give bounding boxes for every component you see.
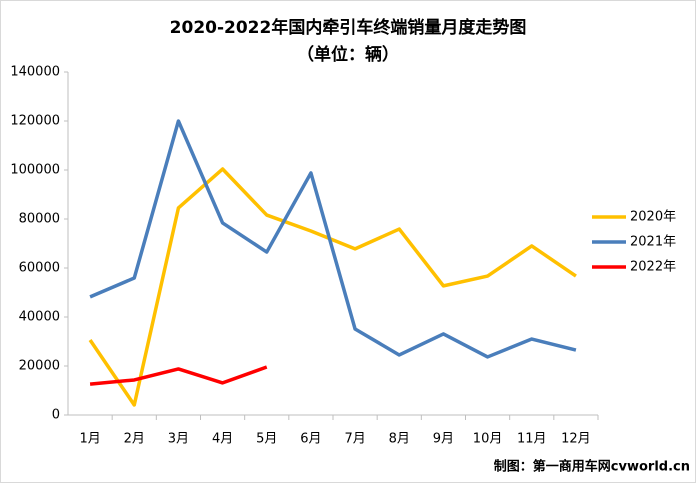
x-tick-label: 11月 <box>517 432 547 447</box>
legend-label: 2022年 <box>630 260 676 275</box>
y-tick-label: 140000 <box>10 65 60 80</box>
x-tick-label: 3月 <box>168 432 189 447</box>
y-tick-label: 0 <box>52 408 60 423</box>
y-tick-label: 120000 <box>10 114 60 129</box>
x-tick-label: 12月 <box>561 432 591 447</box>
x-tick-label: 5月 <box>256 432 277 447</box>
x-tick-label: 1月 <box>79 432 100 447</box>
y-tick-label: 80000 <box>19 212 60 227</box>
y-tick-label: 60000 <box>19 261 60 276</box>
x-tick-label: 10月 <box>473 432 503 447</box>
x-tick-label: 2月 <box>124 432 145 447</box>
y-tick-label: 40000 <box>19 310 60 325</box>
chart-title: 2020-2022年国内牵引车终端销量月度走势图 <box>170 17 527 38</box>
x-tick-label: 4月 <box>212 432 233 447</box>
x-tick-label: 7月 <box>344 432 365 447</box>
series-line <box>89 119 577 359</box>
legend-label: 2020年 <box>630 210 676 225</box>
series-line <box>89 365 268 386</box>
chart-subtitle: （单位：辆） <box>297 44 399 65</box>
y-tick-label: 100000 <box>10 163 60 178</box>
y-tick-label: 20000 <box>19 359 60 374</box>
footer: 制图：第一商用车网cvworld.cn <box>494 459 690 475</box>
x-tick-label: 9月 <box>433 432 454 447</box>
x-tick-label: 6月 <box>300 432 321 447</box>
series-line <box>88 167 577 407</box>
legend-label: 2021年 <box>630 235 676 250</box>
x-tick-label: 8月 <box>389 432 410 447</box>
